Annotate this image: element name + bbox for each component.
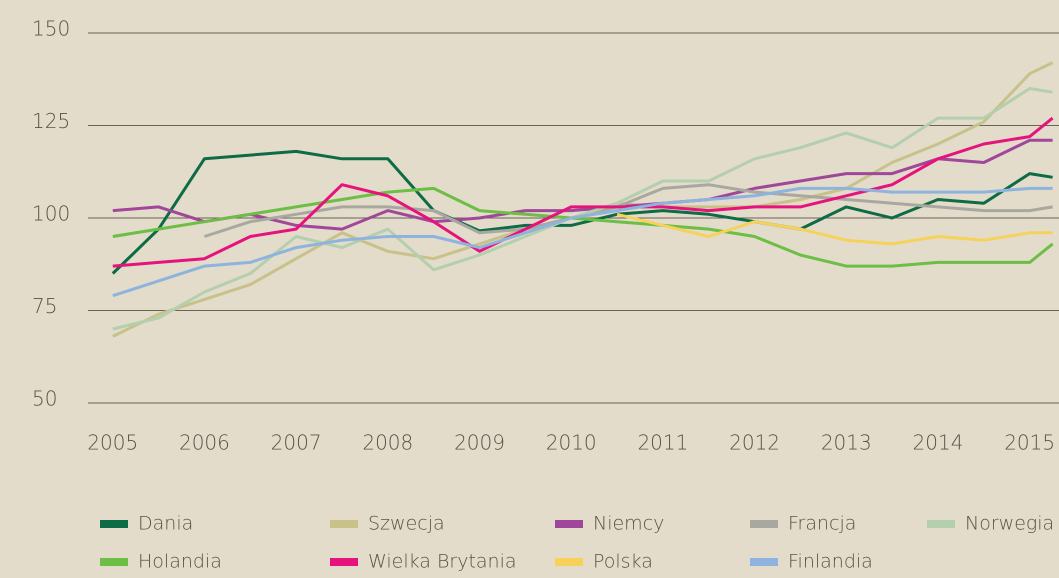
legend-swatch (100, 520, 128, 528)
y-tick-label: 50 (32, 387, 57, 411)
legend-swatch (750, 558, 778, 566)
legend-swatch (750, 520, 778, 528)
legend-label: Francja (788, 513, 856, 535)
series-line (112, 116, 1054, 268)
legend-swatch (100, 558, 128, 566)
series-line (112, 186, 1053, 298)
legend-swatch (927, 520, 955, 528)
series-line (112, 138, 1053, 231)
legend-swatch (555, 520, 583, 528)
series-line (112, 186, 1054, 268)
x-tick-label: 2010 (546, 431, 597, 455)
x-tick-label: 2008 (362, 431, 413, 455)
legend-swatch (330, 520, 358, 528)
y-tick-label: 100 (32, 202, 70, 226)
x-tick-label: 2005 (87, 431, 138, 455)
x-tick-label: 2011 (637, 431, 688, 455)
x-tick-label: 2012 (729, 431, 780, 455)
x-tick-label: 2013 (821, 431, 872, 455)
legend-label: Dania (138, 513, 193, 535)
x-tick-label: 2009 (454, 431, 505, 455)
legend-label: Finlandia (788, 551, 873, 573)
legend-label: Szwecja (368, 513, 445, 535)
legend-label: Norwegia (965, 513, 1054, 535)
x-tick-label: 2006 (179, 431, 230, 455)
legend-swatch (555, 558, 583, 566)
legend-label: Polska (593, 551, 653, 573)
y-tick-label: 75 (32, 294, 57, 318)
y-tick-label: 125 (32, 109, 70, 133)
series-line (112, 61, 1054, 338)
legend-label: Niemcy (593, 513, 664, 535)
series-line (616, 212, 1053, 246)
legend-label: Holandia (138, 551, 222, 573)
x-tick-label: 2014 (913, 431, 964, 455)
x-tick-label: 2007 (271, 431, 322, 455)
legend: Dania Szwecja Niemcy Francja Norwegia Holandi… (100, 513, 1054, 573)
y-tick-label: 150 (32, 17, 70, 41)
legend-swatch (330, 558, 358, 566)
legend-label: Wielka Brytania (368, 551, 517, 573)
x-tick-label: 2015 (1004, 431, 1055, 455)
series-line (203, 183, 1053, 238)
